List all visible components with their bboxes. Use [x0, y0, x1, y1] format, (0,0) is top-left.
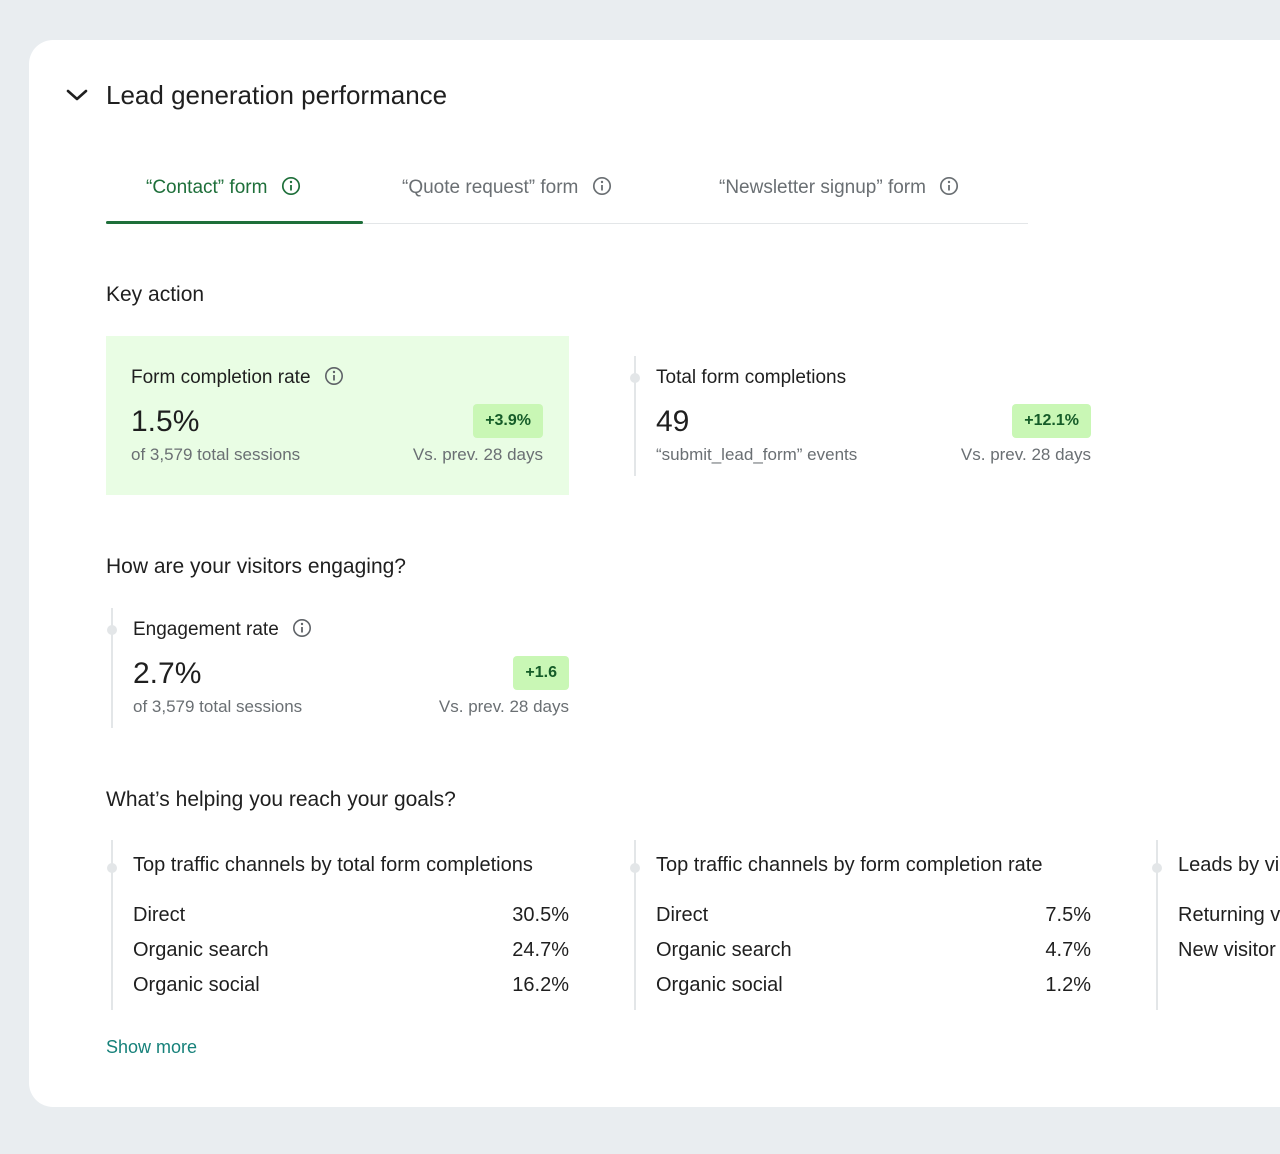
list-row-label: Organic social — [133, 974, 260, 996]
list-title: Top traffic channels by total form compl… — [133, 854, 533, 876]
divider-dot — [107, 625, 117, 635]
change-badge: +3.9% — [473, 404, 543, 438]
list-row-value: 7.5% — [1045, 904, 1091, 926]
divider-dot — [630, 863, 640, 873]
change-badge: +12.1% — [1012, 404, 1091, 438]
info-icon[interactable] — [592, 175, 612, 207]
page-title: Lead generation performance — [106, 80, 448, 110]
metric-value: 2.7% — [133, 657, 202, 690]
divider-dot — [1152, 863, 1162, 873]
chevron-down-icon[interactable] — [65, 85, 89, 105]
metric-divider — [634, 356, 636, 476]
list-row-label: Organic search — [133, 939, 269, 961]
metric-divider — [111, 608, 113, 728]
list-row-value: 1.2% — [1045, 974, 1091, 996]
list-row-label: Organic social — [656, 974, 783, 996]
metric-sub: of 3,579 total sessions — [131, 445, 301, 464]
metric-label: Engagement rate — [133, 617, 312, 646]
engagement-heading: How are your visitors engaging? — [106, 555, 406, 578]
tab-label: “Quote request” form — [402, 177, 579, 198]
info-icon[interactable] — [292, 618, 312, 646]
list-row-value: 30.5% — [512, 904, 569, 926]
metric-value: 49 — [656, 405, 690, 438]
list-row-label: Organic search — [656, 939, 792, 961]
list-row-label: Direct — [133, 904, 186, 926]
show-more-link[interactable]: Show more — [106, 1037, 198, 1057]
info-icon[interactable] — [939, 175, 959, 207]
list-title: Leads by vi — [1178, 854, 1280, 876]
metric-label: Form completion rate — [131, 365, 344, 394]
list-row-value: 4.7% — [1045, 939, 1091, 961]
list-divider — [111, 840, 113, 1010]
info-icon[interactable] — [281, 175, 301, 207]
metric-value: 1.5% — [131, 405, 200, 438]
comparison-period: Vs. prev. 28 days — [438, 697, 569, 716]
list-title: Top traffic channels by form completion … — [656, 854, 1043, 876]
list-row-value: 24.7% — [512, 939, 569, 961]
list-divider — [634, 840, 636, 1010]
form-completion-rate-card: Form completion rate 1.5% of 3,579 total… — [106, 336, 569, 495]
metric-sub: “submit_lead_form” events — [656, 445, 858, 464]
list-row-label: Returning v — [1178, 904, 1280, 926]
lead-generation-card: Lead generation performance “Contact” fo… — [29, 40, 1280, 1107]
change-badge: +1.6 — [513, 656, 569, 690]
metric-label-text: Form completion rate — [131, 367, 311, 388]
list-divider — [1156, 840, 1158, 1010]
tab-label: “Newsletter signup” form — [719, 177, 926, 198]
divider-dot — [630, 373, 640, 383]
divider-dot — [107, 863, 117, 873]
list-row-label: Direct — [656, 904, 709, 926]
tab-contact-form[interactable]: “Contact” form — [146, 172, 301, 224]
tab-quote-request-form[interactable]: “Quote request” form — [402, 172, 612, 224]
tab-newsletter-signup-form[interactable]: “Newsletter signup” form — [719, 172, 959, 224]
info-icon[interactable] — [324, 366, 344, 394]
list-row-label: New visitor — [1178, 939, 1276, 961]
goals-heading: What’s helping you reach your goals? — [106, 788, 456, 811]
tabs-divider — [106, 223, 1028, 224]
tab-label: “Contact” form — [146, 177, 268, 198]
metric-sub: of 3,579 total sessions — [133, 697, 303, 716]
list-row-value: 16.2% — [512, 974, 569, 996]
active-tab-indicator — [106, 221, 363, 224]
metric-label: Total form completions — [656, 367, 847, 388]
comparison-period: Vs. prev. 28 days — [960, 445, 1091, 464]
metric-label-text: Engagement rate — [133, 619, 279, 640]
key-action-heading: Key action — [106, 283, 205, 306]
comparison-period: Vs. prev. 28 days — [412, 445, 543, 464]
